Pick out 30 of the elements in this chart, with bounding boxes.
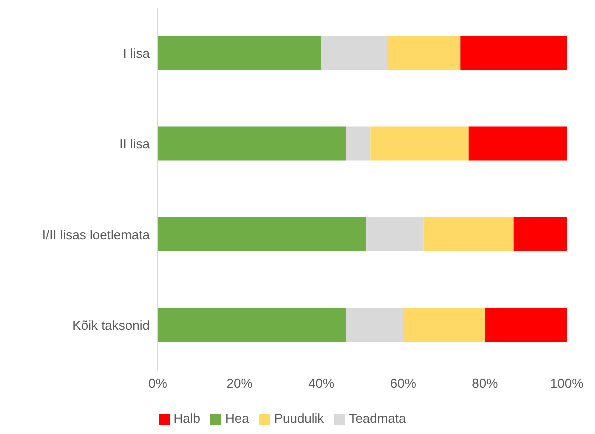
y-tick-label: II lisa: [120, 136, 151, 152]
y-tick-label: I/II lisas loetlemata: [42, 227, 151, 242]
x-tick-label: 0%: [148, 376, 168, 392]
bar: [158, 36, 322, 70]
legend-label: Hea: [225, 411, 250, 426]
bar: [346, 126, 371, 161]
bar: [468, 126, 567, 161]
x-tick-label: 40%: [308, 376, 336, 392]
bar: [158, 218, 367, 252]
bar: [485, 308, 567, 342]
bar: [366, 218, 424, 252]
legend-label: Halb: [174, 411, 200, 426]
bar: [387, 36, 461, 70]
y-tick-label: I lisa: [123, 46, 151, 61]
bar: [158, 308, 346, 342]
bar: [403, 308, 486, 342]
legend-label: Puudulik: [274, 411, 324, 426]
bar: [158, 126, 346, 161]
x-tick-label: 60%: [390, 376, 417, 392]
x-tick-label: 20%: [226, 376, 254, 392]
x-tick-label: 100%: [550, 376, 584, 392]
legend-label: Teadmata: [349, 411, 406, 426]
bar: [514, 218, 567, 252]
bar: [322, 36, 388, 70]
y-tick-label: Kõik taksonid: [72, 318, 150, 334]
x-tick-label: 80%: [472, 376, 499, 392]
bar: [424, 218, 514, 252]
bar: [370, 126, 469, 161]
bar: [460, 36, 567, 70]
bar: [346, 308, 404, 342]
